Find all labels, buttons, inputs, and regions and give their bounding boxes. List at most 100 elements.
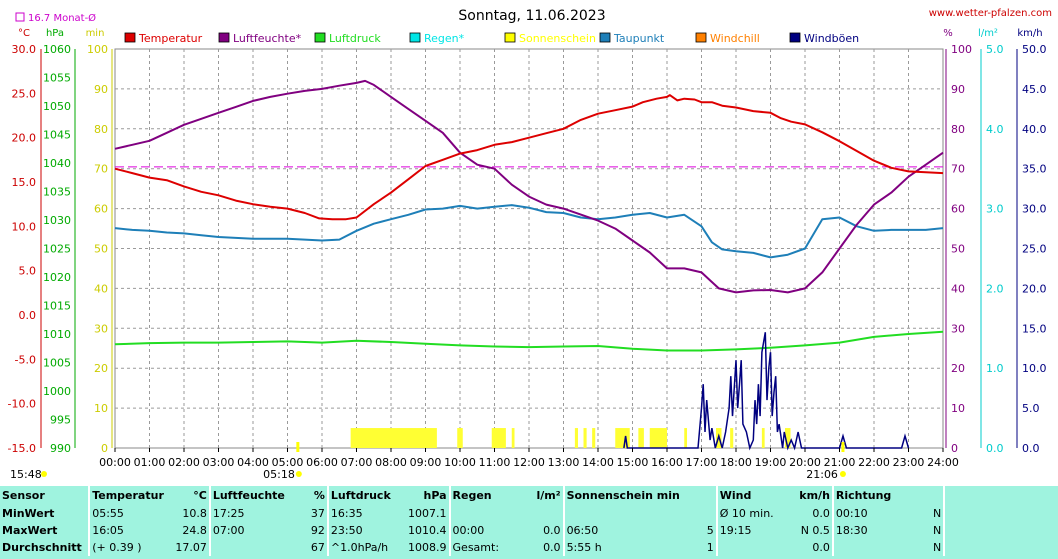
axis-tick-label-humidity: 40: [951, 282, 965, 295]
weather-chart: Sonntag, 11.06.2023 www.wetter-pfalzen.c…: [7, 8, 1052, 481]
series-line-taupunkt: [114, 204, 944, 259]
sunset-label: 21:06: [806, 468, 838, 481]
stats-direction-value: N: [932, 507, 942, 520]
stats-temp-value: 17.07: [175, 541, 207, 554]
x-tick-label: 14:00: [582, 456, 614, 469]
x-tick-label: 06:00: [306, 456, 338, 469]
series-line-luftdruck: [114, 330, 944, 352]
stats-row-average: Durchschnitt (+ 0.39 ) 17.07 67 ^1.0hPa/…: [0, 539, 1058, 556]
stats-humidity-time: 07:00: [208, 522, 296, 539]
stats-rain-value: [521, 505, 564, 522]
stats-pressure-time: 16:35: [326, 505, 405, 522]
x-tick-label: 20:00: [789, 456, 821, 469]
axis-tick-label-wind: 45.0: [1022, 83, 1047, 96]
x-tick-label: 05:00: [272, 456, 304, 469]
sunshine-bar: [350, 428, 437, 448]
axis-tick-label-wind: 40.0: [1022, 123, 1047, 136]
axis-tick-label-humidity: 10: [951, 402, 965, 415]
stats-sunshine-value: 5: [706, 524, 714, 537]
sunshine-bar: [730, 428, 734, 448]
legend-swatch: [695, 32, 707, 43]
stats-header-pressure-unit: hPa: [423, 489, 447, 502]
x-tick-label: 03:00: [203, 456, 235, 469]
legend: Temperatur Luftfeuchte* Luftdruck Regen* Son…: [124, 32, 859, 45]
legend-label: Sonnenschein: [519, 32, 596, 45]
axis-tick-label-temp: 30.0: [12, 43, 37, 56]
axis-unit-temp: °C: [18, 28, 30, 39]
axis-tick-label-wind: 15.0: [1022, 322, 1047, 335]
axis-tick-label-temp: -15.0: [8, 442, 36, 455]
stats-pressure-value: 1010.4: [408, 524, 447, 537]
axis-tick-label-sun_min: 40: [94, 282, 108, 295]
axis-tick-label-pressure: 1050: [43, 100, 71, 113]
axis-tick-label-wind: 20.0: [1022, 282, 1047, 295]
stats-header-humidity: Luftfeuchte: [208, 486, 296, 505]
x-tick-label: 23:00: [893, 456, 925, 469]
stats-sunshine-time: 5:55 h: [562, 539, 682, 556]
axis-tick-label-sun_min: 10: [94, 402, 108, 415]
legend-swatch: [124, 32, 136, 43]
stats-humidity-time: [208, 539, 296, 556]
legend-label: Luftdruck: [329, 32, 381, 45]
stats-row-label: MaxWert: [2, 524, 58, 537]
axis-tick-label-temp: 10.0: [12, 220, 37, 233]
stats-pressure-time: 23:50: [326, 522, 405, 539]
axis-tick-label-sun_min: 70: [94, 163, 108, 176]
axis-tick-label-sun_min: 80: [94, 123, 108, 136]
x-tick-label: 16:00: [651, 456, 683, 469]
website-link[interactable]: www.wetter-pfalzen.com: [929, 8, 1052, 19]
stats-header-wind: Wind: [715, 486, 792, 505]
axis-tick-label-pressure: 1025: [43, 243, 71, 256]
stats-direction-value: N: [932, 524, 942, 537]
stats-temp-time: 16:05: [88, 522, 172, 539]
stats-rain-value: 0.0: [543, 541, 561, 554]
x-tick-label: 11:00: [479, 456, 511, 469]
stats-rain-time: Gesamt:: [448, 539, 521, 556]
axis-tick-label-sun_min: 30: [94, 322, 108, 335]
x-tick-label: 13:00: [548, 456, 580, 469]
axis-tick-label-wind: 30.0: [1022, 203, 1047, 216]
stats-humidity-value: 67: [310, 541, 325, 554]
axis-tick-label-humidity: 30: [951, 322, 965, 335]
axis-tick-label-rain: 3.0: [986, 203, 1004, 216]
timestamp-label: 15:48: [10, 468, 42, 481]
stats-header-wind-unit: km/h: [799, 489, 830, 502]
stats-humidity-time: 17:25: [208, 505, 296, 522]
stats-direction-time: 00:10: [831, 505, 906, 522]
axis-tick-label-pressure: 1030: [43, 214, 71, 227]
stats-header-sunshine: Sonnenschein min: [562, 486, 682, 505]
axis-unit-pressure: hPa: [46, 28, 64, 39]
axis-tick-label-temp: -5.0: [15, 353, 36, 366]
stats-rain-time: 00:00: [448, 522, 521, 539]
axis-units: °C hPa min% l/m² km/h: [18, 28, 1043, 39]
stats-pressure-value: 1008.9: [408, 541, 447, 554]
wind-gust-bars: [623, 332, 910, 451]
x-tick-label: 12:00: [513, 456, 545, 469]
legend-swatch: [789, 32, 801, 43]
axis-tick-label-pressure: 990: [50, 442, 71, 455]
stats-header-direction-unit: [906, 486, 945, 505]
stats-spacer-cell: [943, 522, 1058, 539]
axis-tick-label-pressure: 1045: [43, 129, 71, 142]
axis-tick-label-pressure: 1020: [43, 271, 71, 284]
sunrise-icon: [295, 471, 302, 477]
axis-tick-label-sun_min: 20: [94, 362, 108, 375]
stats-header-spacer: [943, 486, 1058, 505]
stats-wind-value: 0.0: [812, 541, 830, 554]
axis-tick-label-pressure: 1035: [43, 186, 71, 199]
x-tick-label: 07:00: [341, 456, 373, 469]
stats-pressure-time: ^1.0hPa/h: [326, 539, 405, 556]
legend-label: Taupunkt: [613, 32, 665, 45]
grid: [114, 48, 944, 449]
stats-header-direction: Richtung: [831, 486, 906, 505]
stats-row-max: MaxWert 16:05 24.8 07:00 92 23:50 1010.4…: [0, 522, 1058, 539]
stats-header-row: Sensor Temperatur °C Luftfeuchte % Luftd…: [0, 486, 1058, 505]
legend-swatch: [218, 32, 230, 43]
stats-direction-time: [831, 539, 906, 556]
axis-tick-label-rain: 2.0: [986, 282, 1004, 295]
x-tick-label: 08:00: [375, 456, 407, 469]
axis-tick-label-temp: 20.0: [12, 132, 37, 145]
legend-label: Windchill: [710, 32, 760, 45]
stats-temp-time: 05:55: [88, 505, 172, 522]
axis-tick-label-humidity: 20: [951, 362, 965, 375]
